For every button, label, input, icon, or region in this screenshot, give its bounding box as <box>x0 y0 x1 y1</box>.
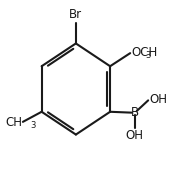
Text: 3: 3 <box>30 121 35 130</box>
Text: OH: OH <box>126 129 144 142</box>
Text: Br: Br <box>69 8 82 21</box>
Text: B: B <box>131 106 139 119</box>
Text: OCH: OCH <box>132 46 158 59</box>
Text: 3: 3 <box>145 51 151 60</box>
Text: OH: OH <box>149 93 167 106</box>
Text: CH: CH <box>5 116 22 129</box>
